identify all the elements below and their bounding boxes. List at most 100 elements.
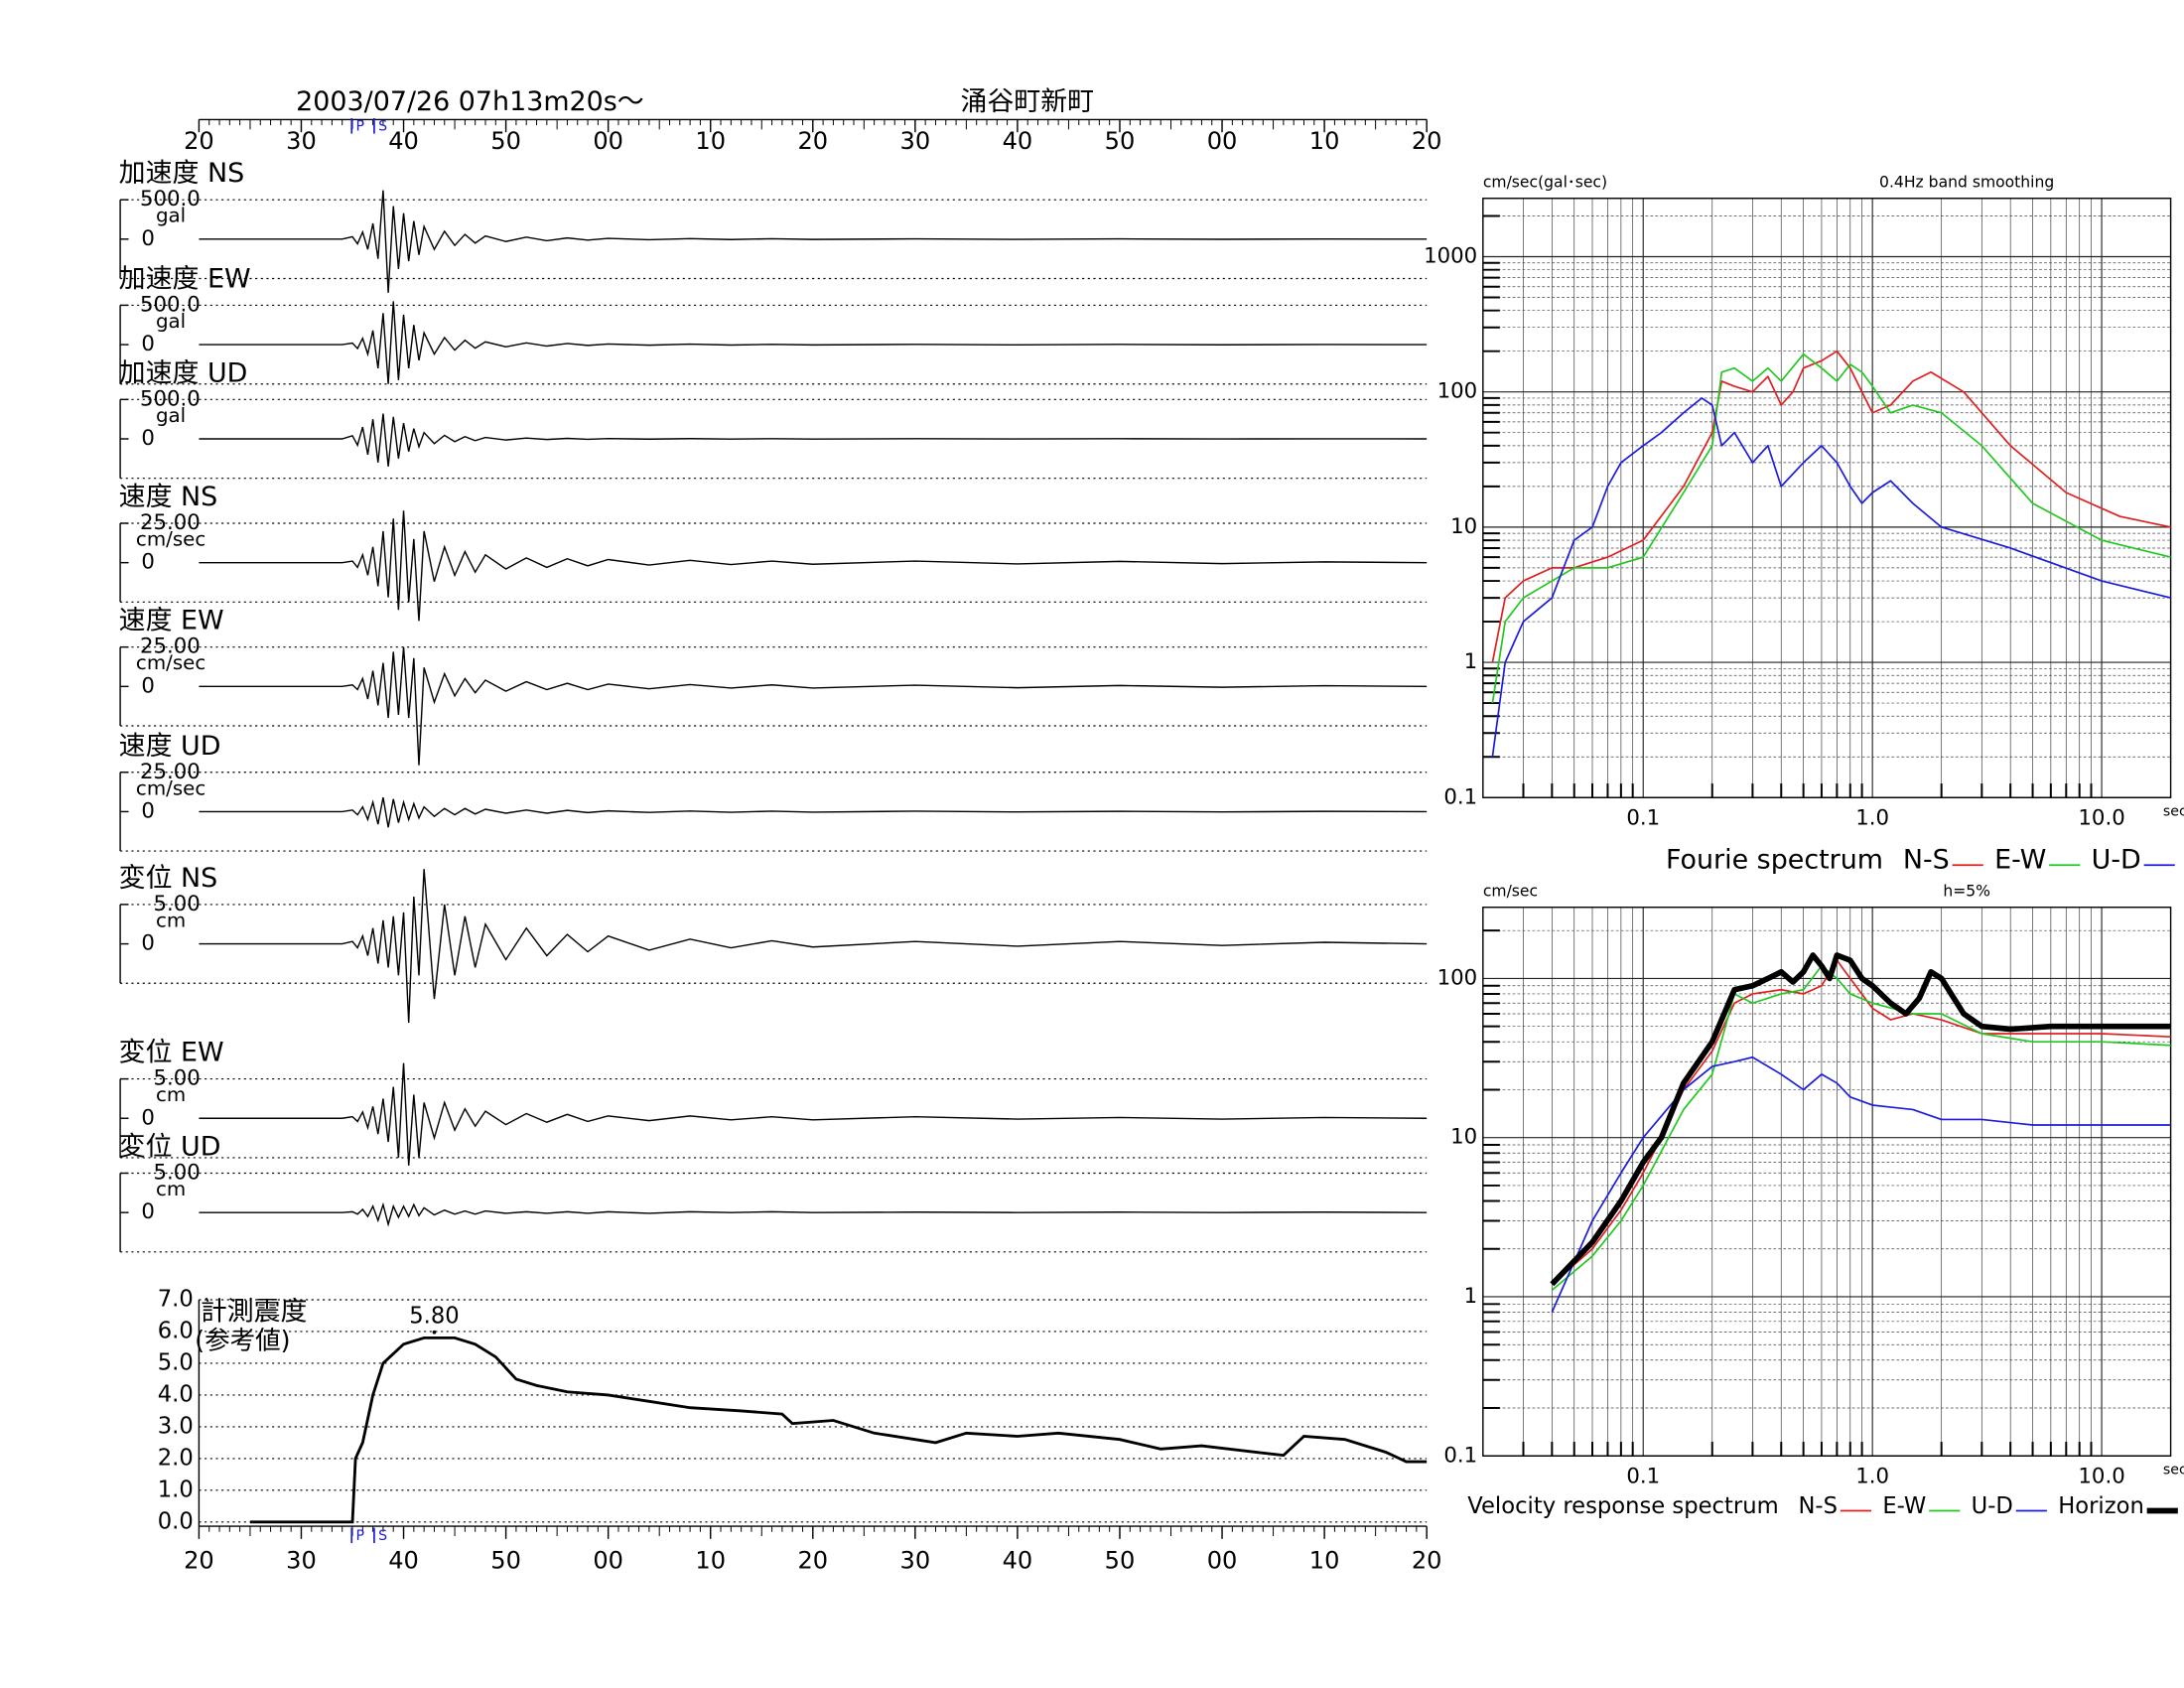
- phase-label: P: [355, 1528, 364, 1544]
- y-tick-label: 3.0: [158, 1413, 194, 1439]
- y-tick-label: 0: [141, 931, 155, 956]
- unit-label: cm: [156, 1083, 186, 1106]
- spectrum-line: [1551, 1055, 2171, 1313]
- y-tick-label: 1000: [1424, 243, 1477, 268]
- record-time: 2003/07/26 07h13m20s〜: [296, 86, 644, 117]
- panel-title: 速度 NS: [119, 482, 218, 512]
- y-tick-label: 2.0: [158, 1445, 194, 1471]
- y-tick-label: 10: [1450, 1125, 1477, 1150]
- unit-label: cm/sec: [136, 776, 205, 799]
- x-tick-label: 00: [1207, 127, 1238, 155]
- chart-subtitle: h=5%: [1943, 883, 1990, 901]
- x-tick-label: 20: [184, 127, 214, 155]
- unit-label: cm: [156, 1178, 186, 1200]
- y-tick-label: 25.00: [140, 760, 201, 784]
- unit-label: gal: [156, 310, 186, 333]
- waveform: [199, 1201, 1428, 1227]
- x-tick-label: 50: [1105, 127, 1136, 155]
- x-tick-label: 00: [1207, 1547, 1238, 1575]
- waveform: [199, 510, 1428, 622]
- y-tick-label: 5.00: [154, 1161, 201, 1186]
- spectrum-line: [1550, 952, 2171, 1287]
- x-tick-label: 50: [490, 1547, 521, 1575]
- x-tick-label: 00: [593, 127, 623, 155]
- y-tick-label: 0: [141, 798, 155, 823]
- x-tick-label: 40: [1003, 1547, 1033, 1575]
- phase-label: S: [378, 1528, 387, 1544]
- x-tick-label: 50: [490, 127, 521, 155]
- waveform: [199, 190, 1428, 293]
- legend-title: Fourie spectrum: [1666, 845, 1883, 876]
- unit-label: gal: [156, 404, 186, 427]
- y-tick-label: 0: [141, 1105, 155, 1130]
- y-tick-label: 100: [1437, 379, 1478, 404]
- unit-label: cm/sec: [136, 528, 205, 551]
- unit-label: gal: [156, 205, 186, 227]
- spectrum-line: [1491, 352, 2171, 704]
- legend-label: E-W: [1994, 845, 2046, 876]
- y-axis-label: cm/sec(gal･sec): [1483, 174, 1607, 192]
- y-axis-label: cm/sec: [1483, 883, 1538, 901]
- y-tick-label: 0.1: [1443, 784, 1477, 809]
- y-tick-label: 4.0: [158, 1381, 194, 1407]
- panel-title: 速度 EW: [119, 606, 224, 636]
- phase-label: S: [378, 119, 387, 135]
- x-tick-label: 20: [1412, 127, 1442, 155]
- intensity-line: [249, 1336, 1428, 1524]
- unit-label: cm: [156, 909, 186, 931]
- unit-label: cm/sec: [136, 651, 205, 674]
- x-tick-label: 30: [900, 1547, 931, 1575]
- x-tick-label: 40: [388, 127, 419, 155]
- plot-frame: [1482, 907, 2172, 1457]
- y-tick-label: 100: [1437, 965, 1478, 990]
- panel-title: 変位 EW: [119, 1038, 224, 1068]
- y-tick-label: 0.0: [158, 1508, 194, 1534]
- y-tick-label: 0: [141, 332, 155, 356]
- y-tick-label: 0: [141, 673, 155, 698]
- legend-label: E-W: [1882, 1493, 1926, 1519]
- y-tick-label: 5.00: [154, 892, 201, 916]
- x-tick-label: 10: [695, 127, 726, 155]
- peak-marker: [432, 1330, 437, 1335]
- y-tick-label: 6.0: [158, 1318, 194, 1343]
- y-tick-label: 10: [1450, 514, 1477, 539]
- x-tick-label: 00: [593, 1547, 623, 1575]
- x-tick-label: 30: [286, 1547, 317, 1575]
- legend-label: U-D: [1972, 1493, 2013, 1519]
- legend-label: N-S: [1798, 1493, 1838, 1519]
- legend-label: N-S: [1903, 845, 1950, 876]
- y-tick-label: 0: [141, 226, 155, 251]
- x-tick-label: 40: [1003, 127, 1033, 155]
- x-tick-label: 20: [184, 1547, 214, 1575]
- y-tick-label: 0: [141, 550, 155, 575]
- x-tick-label: 1.0: [1855, 806, 1889, 831]
- panel-title: 加速度 UD: [119, 357, 248, 388]
- chart-subtitle: 0.4Hz band smoothing: [1879, 174, 2054, 192]
- y-tick-label: 0: [141, 1199, 155, 1224]
- legend-title: Velocity response spectrum: [1467, 1493, 1778, 1519]
- x-tick-label: 20: [797, 127, 828, 155]
- x-tick-label: 10.0: [2078, 1465, 2124, 1489]
- chart-title: 計測震度: [201, 1296, 308, 1327]
- y-tick-label: 500.0: [140, 386, 201, 411]
- y-tick-label: 5.0: [158, 1349, 194, 1375]
- y-tick-label: 1: [1464, 649, 1478, 674]
- x-tick-label: 30: [286, 127, 317, 155]
- y-tick-label: 1.0: [158, 1477, 194, 1502]
- x-tick-label: 30: [900, 127, 931, 155]
- y-tick-label: 5.00: [154, 1066, 201, 1091]
- waveform: [199, 413, 1428, 467]
- plot-frame: [1482, 198, 2172, 798]
- y-tick-label: 0: [141, 426, 155, 451]
- station-name: 涌谷町新町: [961, 86, 1095, 117]
- peak-label: 5.80: [409, 1304, 459, 1330]
- x-tick-label: 50: [1105, 1547, 1136, 1575]
- waveform: [199, 797, 1428, 828]
- y-tick-label: 500.0: [140, 292, 201, 317]
- panel-title: 速度 UD: [119, 731, 221, 762]
- y-tick-label: 0.1: [1443, 1443, 1477, 1468]
- panel-title: 変位 UD: [119, 1132, 221, 1163]
- x-tick-label: 20: [797, 1547, 828, 1575]
- waveform: [199, 869, 1428, 1023]
- x-axis-label: sec: [2163, 1462, 2184, 1477]
